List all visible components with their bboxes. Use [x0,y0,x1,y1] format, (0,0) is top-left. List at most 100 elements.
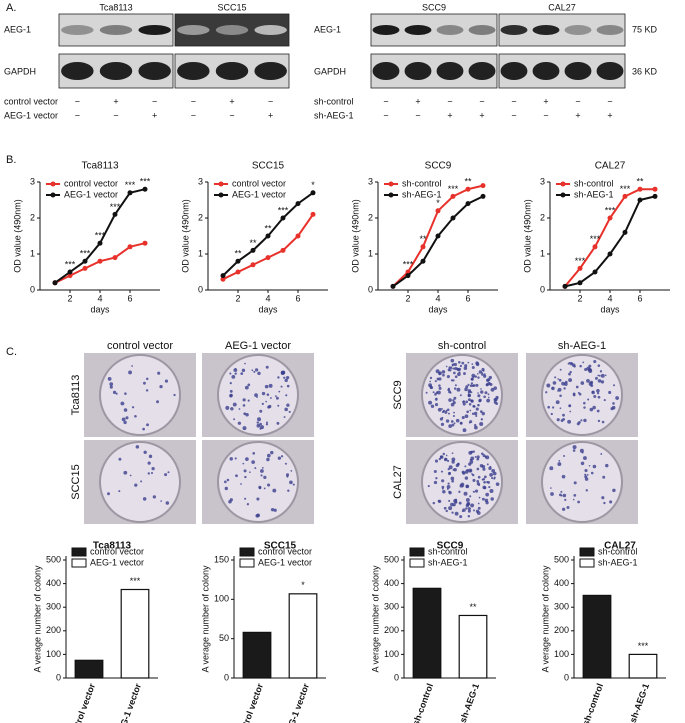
sign: + [268,110,273,120]
colony [546,383,551,388]
sign: − [479,96,484,106]
colony [482,477,486,481]
colony [477,394,481,398]
colony [487,393,490,396]
data-point [280,215,286,221]
significance: ** [636,177,644,187]
colony [590,471,594,475]
colony [454,384,457,387]
colony [453,422,456,425]
colony [124,392,127,395]
significance: *** [448,184,459,194]
colony [240,372,244,376]
data-point [82,265,88,271]
colony [597,374,600,377]
colony [260,425,264,430]
colony [454,511,459,516]
legend-label: sh-AEG-1 [402,189,442,199]
colony [596,392,600,395]
legend-label: AEG-1 vector [64,189,118,199]
legend-label: control vector [232,178,286,188]
colony [456,462,460,466]
colony [572,498,575,501]
colony [470,382,474,385]
colony [441,370,446,374]
data-point [82,258,88,264]
blot-band [404,25,432,35]
bar [412,587,442,679]
colony [453,499,458,503]
y-axis-label: OD value (490nm) [12,199,22,273]
sign: − [575,96,580,106]
chart-title: Tca8113 [81,161,119,172]
legend-label: sh-control [574,178,614,188]
data-point [127,190,133,196]
colony [450,476,455,481]
colony [442,490,446,494]
plate [217,441,299,523]
colony [450,358,455,363]
significance: ** [234,249,242,259]
colony [596,389,600,393]
sign: − [113,110,118,120]
colony [278,390,281,393]
colony [164,473,168,477]
legend-marker [388,192,394,198]
colony [226,478,230,482]
plate [541,441,623,523]
colony [492,471,497,476]
colony [451,423,455,427]
colony [224,486,228,491]
x-axis-label: days [90,304,110,314]
colony [557,390,559,392]
colony [604,374,607,377]
colony [554,376,557,379]
colony [266,457,270,462]
colony [603,501,606,505]
chart-title: CAL27 [604,541,636,552]
sign: − [511,110,516,120]
colony [134,483,138,487]
cell-line-label: SCC15 [217,2,246,12]
colony [600,380,605,384]
colony [563,387,566,390]
colony [254,393,258,398]
colony [436,377,440,381]
colony [488,375,493,380]
colony [277,376,280,379]
colony [479,410,483,413]
data-point [420,258,426,264]
colony [482,467,486,471]
colony [469,495,472,498]
colony [550,412,553,416]
colony [447,468,450,471]
significance: ** [249,238,257,248]
colony [245,412,249,417]
colony [479,421,484,426]
colony [470,456,475,461]
y-axis-label: OD value (490nm) [180,199,190,273]
colony [495,395,499,400]
colony [472,478,476,482]
colony [480,390,484,394]
colony [442,409,446,412]
colony [439,417,443,421]
colony [561,507,566,511]
legend-label: control vector [64,178,118,188]
colony [457,361,461,364]
colony [448,390,452,394]
column-label: control vector [107,340,173,352]
colony [487,481,490,484]
y-tick-label: 0 [564,672,569,682]
colony [489,489,494,494]
colony [475,383,479,387]
y-tick-label: 400 [554,578,569,588]
plate [217,354,299,436]
colony [252,452,256,455]
y-tick-label: 400 [384,578,399,588]
colony [471,473,473,475]
colony [485,492,490,497]
colony [576,422,580,426]
data-point [652,193,658,199]
colony [265,423,269,426]
